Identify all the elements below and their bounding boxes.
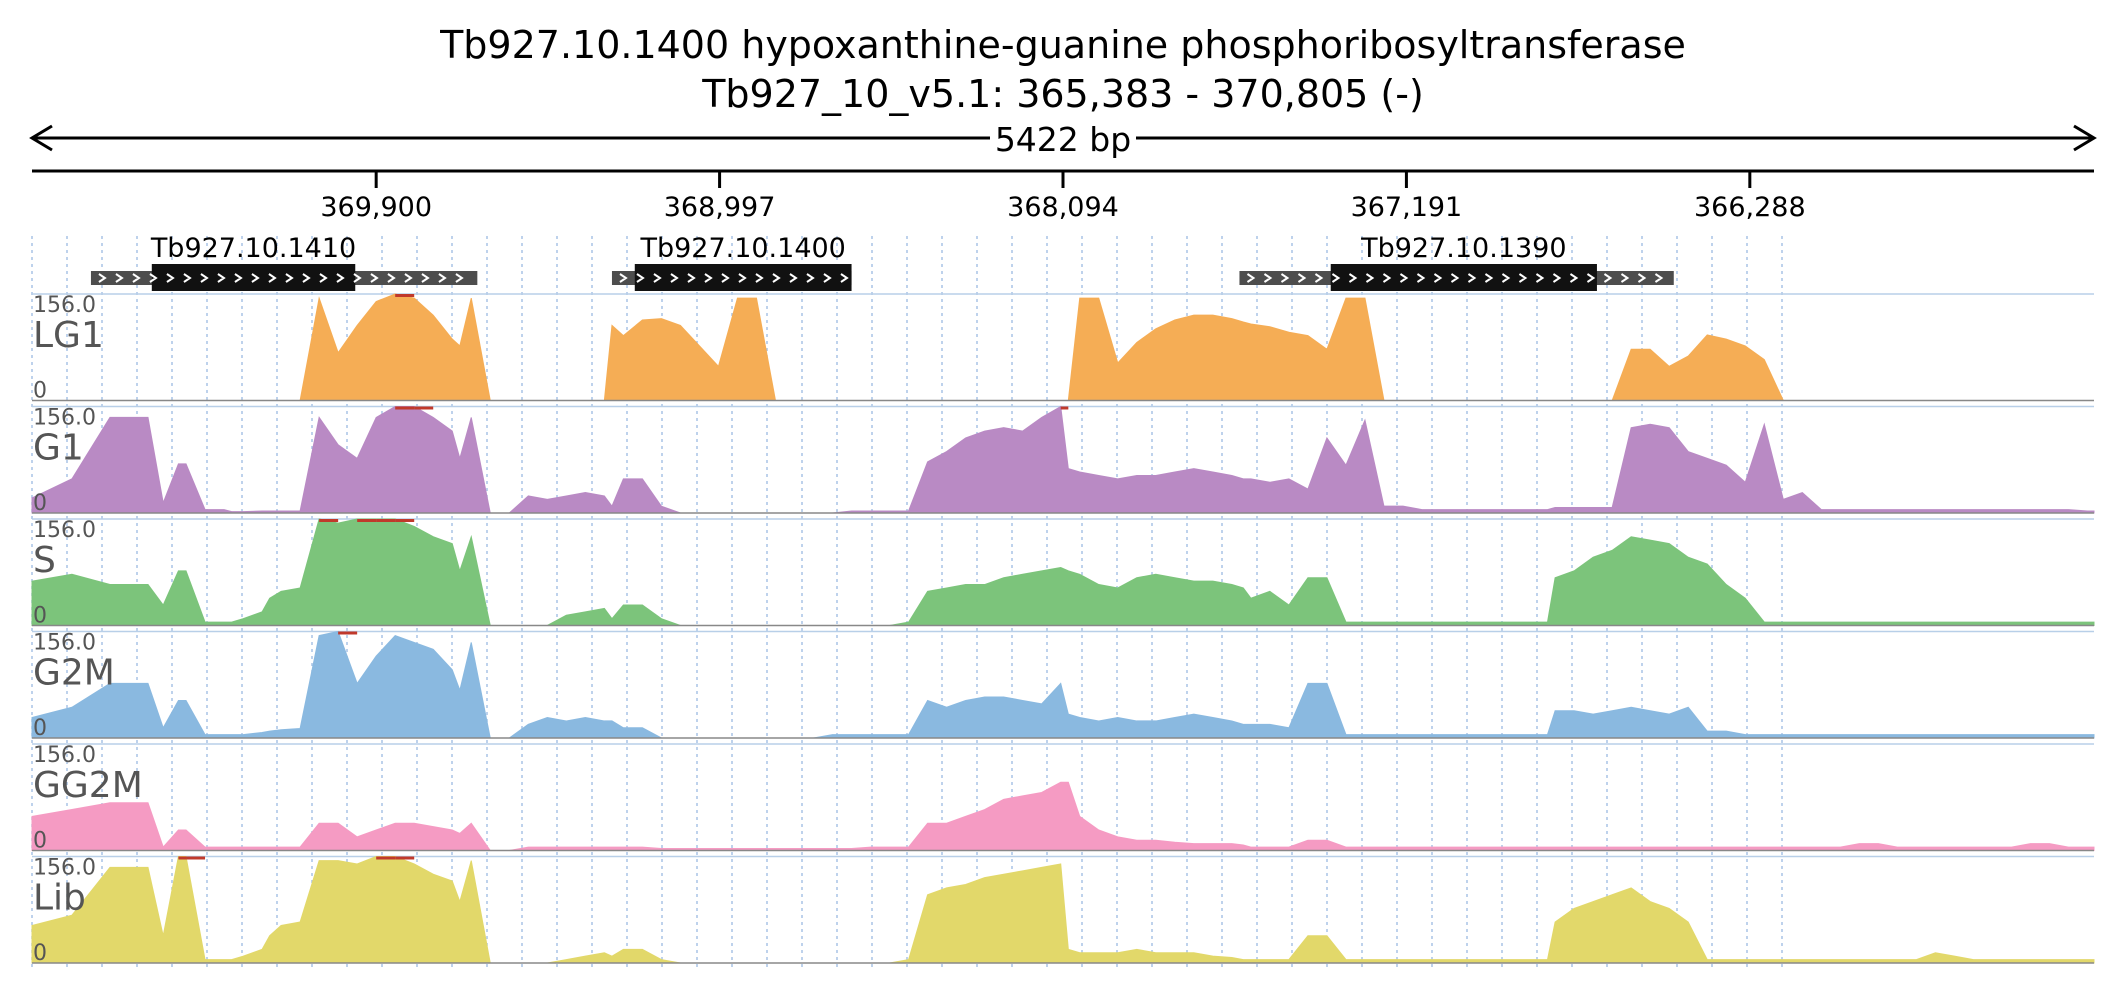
- clip-marker: [319, 519, 339, 522]
- clip-marker: [1060, 406, 1069, 410]
- clip-marker: [178, 856, 187, 860]
- ruler-ticks: 369,900 368,997 368,094 367,191 366,288: [320, 171, 1806, 223]
- track-lib: 156.0 0 Lib: [31, 856, 2095, 966]
- clip-marker: [395, 294, 415, 297]
- track-label: G1: [33, 428, 84, 469]
- gene-cds[interactable]: [1330, 264, 1597, 291]
- clip-marker: [338, 631, 358, 635]
- coverage-area: [31, 630, 2095, 739]
- track-label: LG1: [33, 315, 104, 356]
- span-arrow-right-icon: [2073, 124, 2097, 152]
- chart-title: Tb927.10.1400 hypoxanthine-guanine phosp…: [439, 23, 1686, 67]
- clip-marker: [376, 519, 396, 522]
- span-label: 5422 bp: [995, 120, 1131, 159]
- strand-arrows-icon: [619, 273, 849, 283]
- ruler-tick-label: 366,288: [1694, 192, 1806, 223]
- clip-marker: [376, 856, 396, 860]
- track-scale-min: 0: [33, 716, 47, 741]
- clip-marker: [395, 406, 415, 410]
- coverage-area: [32, 293, 2094, 401]
- gene-label[interactable]: Tb927.10.1390: [1360, 233, 1566, 264]
- clip-marker: [395, 856, 415, 860]
- strand-arrows-icon: [1246, 273, 1664, 283]
- coverage-area: [31, 405, 2095, 514]
- ruler-tick-label: 367,191: [1351, 192, 1463, 223]
- ruler-tick-label: 368,997: [664, 192, 776, 223]
- track-scale-min: 0: [33, 379, 47, 404]
- locus-label: Tb927_10_v5.1: 365,383 - 370,805 (-): [701, 72, 1424, 116]
- gene-label[interactable]: Tb927.10.1400: [639, 233, 845, 264]
- span-label-bg: [990, 118, 1136, 158]
- track-scale-max: 156.0: [33, 856, 96, 881]
- coverage-area: [31, 781, 2095, 851]
- track-s: 156.0 0 S: [31, 518, 2095, 629]
- track-scale-max: 156.0: [33, 743, 96, 768]
- ruler-tick-label: 369,900: [320, 192, 432, 223]
- clip-marker: [395, 519, 415, 522]
- ruler-tick-label: 368,094: [1007, 192, 1119, 223]
- track-scale-min: 0: [33, 604, 47, 629]
- track-scale-max: 156.0: [33, 631, 96, 656]
- track-label: G2M: [33, 653, 115, 694]
- gene-track: Tb927.10.1410 Tb927.10.1400 Tb927.10.1390: [90, 233, 1674, 291]
- gene-cds[interactable]: [151, 264, 356, 291]
- coverage-area: [31, 856, 2095, 964]
- track-scale-max: 156.0: [33, 293, 96, 318]
- track-scale-max: 156.0: [33, 406, 96, 431]
- track-g1: 156.0 0 G1: [31, 405, 2095, 516]
- coverage-tracks: 156.00LG1156.00G1156.00S156.00G2M156.00G…: [31, 293, 2095, 966]
- track-gg2m: 156.0 0 GG2M: [31, 743, 2095, 854]
- clip-marker: [414, 406, 434, 410]
- clip-marker: [357, 519, 377, 522]
- track-scale-min: 0: [33, 941, 47, 966]
- strand-arrows-icon: [98, 273, 464, 283]
- span-arrow-left-icon: [29, 124, 53, 152]
- track-scale-min: 0: [33, 829, 47, 854]
- clip-marker: [186, 856, 206, 860]
- track-scale-min: 0: [33, 491, 47, 516]
- track-g2m: 156.0 0 G2M: [31, 630, 2095, 741]
- track-lg1: 156.0 0 LG1: [32, 293, 2094, 404]
- track-label: S: [33, 540, 56, 581]
- track-label: Lib: [33, 878, 86, 919]
- track-label: GG2M: [33, 765, 143, 806]
- gene-label[interactable]: Tb927.10.1410: [150, 233, 356, 264]
- track-scale-max: 156.0: [33, 518, 96, 543]
- coverage-area: [31, 518, 2095, 626]
